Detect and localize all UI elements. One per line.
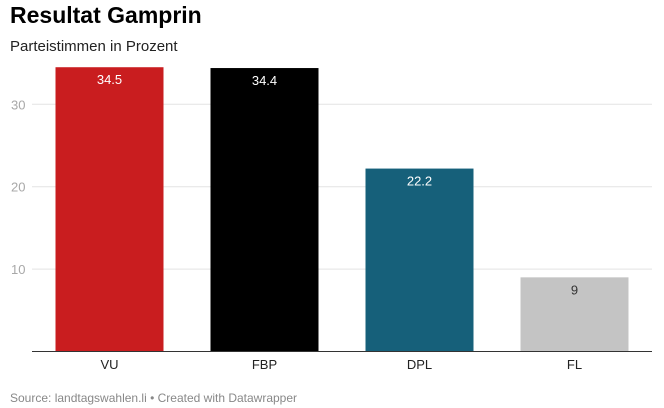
bar bbox=[210, 68, 319, 352]
x-tick-label: VU bbox=[100, 357, 118, 372]
bar-value-label: 22.2 bbox=[407, 174, 432, 189]
bar bbox=[520, 277, 629, 352]
bar-value-label: 9 bbox=[571, 282, 578, 297]
y-tick-label: 20 bbox=[11, 180, 25, 195]
y-tick-label: 30 bbox=[11, 97, 25, 112]
chart-title: Resultat Gamprin bbox=[10, 2, 202, 28]
x-tick-label: DPL bbox=[407, 357, 432, 372]
x-tick-label: FBP bbox=[252, 357, 277, 372]
bar bbox=[365, 168, 474, 352]
y-tick-label: 10 bbox=[11, 262, 25, 277]
bar-value-label: 34.4 bbox=[252, 73, 277, 88]
bar-value-label: 34.5 bbox=[97, 72, 122, 87]
x-tick-label: FL bbox=[567, 357, 582, 372]
chart-subtitle: Parteistimmen in Prozent bbox=[10, 38, 178, 55]
source-footer: Source: landtagswahlen.li • Created with… bbox=[10, 391, 298, 405]
bar bbox=[55, 67, 164, 352]
